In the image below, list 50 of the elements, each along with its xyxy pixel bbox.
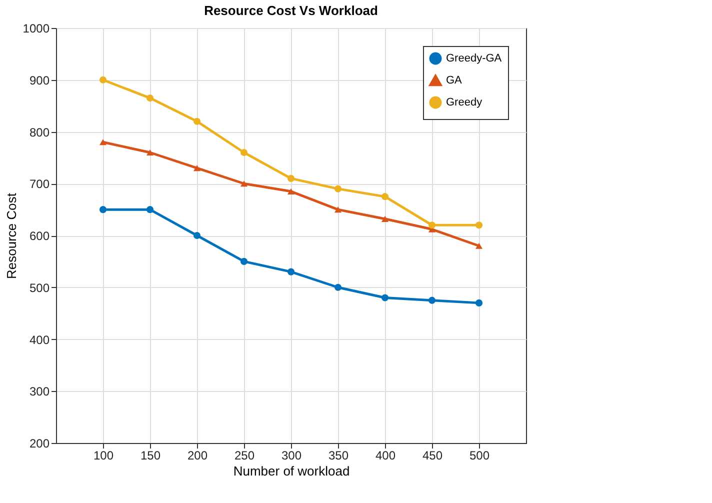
point: [146, 206, 154, 214]
point: [381, 216, 389, 222]
y-tick-label: 800: [29, 125, 50, 140]
point: [287, 188, 295, 194]
legend-label: GA: [446, 74, 463, 86]
y-tick-label: 700: [29, 177, 50, 192]
point: [428, 296, 436, 304]
y-tick-label: 500: [29, 280, 50, 295]
y-axis-title: Resource Cost: [4, 192, 19, 279]
x-tick-label: 250: [234, 448, 255, 462]
y-tick-label: 400: [29, 332, 50, 347]
x-tick-label: 450: [422, 448, 443, 462]
y-tick-label: 200: [29, 436, 50, 450]
x-axis-title: Number of workload: [233, 464, 350, 478]
point: [193, 165, 201, 172]
y-tick-label: 300: [29, 384, 50, 399]
point: [287, 268, 295, 276]
x-tick-label: 350: [328, 448, 349, 462]
point: [334, 185, 342, 192]
x-tick-label: 150: [140, 448, 161, 462]
point: [475, 242, 483, 249]
point: [146, 94, 154, 102]
point: [381, 294, 389, 302]
x-tick-label: 500: [469, 448, 490, 462]
point: [334, 284, 342, 291]
x-tick-label: 100: [93, 448, 114, 462]
point: [334, 206, 342, 213]
legend-label: Greedy-GA: [446, 52, 502, 64]
point: [193, 118, 201, 125]
x-tick-label: 200: [187, 448, 208, 462]
point: [240, 180, 248, 187]
y-tick-label: 600: [29, 229, 50, 243]
point: [240, 258, 248, 265]
point: [428, 222, 436, 229]
point: [193, 232, 201, 240]
y-tick-label: 1000: [22, 22, 50, 36]
point: [99, 139, 107, 146]
point: [146, 149, 154, 156]
point: [381, 193, 389, 200]
legend-label: Greedy: [446, 96, 483, 108]
y-tick-label: 900: [29, 73, 50, 88]
point: [475, 299, 483, 306]
chart-title: Resource Cost Vs Workload: [204, 3, 378, 18]
x-tick-label: 300: [281, 448, 302, 462]
point: [475, 222, 483, 229]
point: [287, 174, 295, 182]
point: [99, 206, 107, 214]
x-tick-label: 400: [375, 448, 396, 462]
point: [99, 76, 107, 84]
point: [240, 148, 248, 156]
